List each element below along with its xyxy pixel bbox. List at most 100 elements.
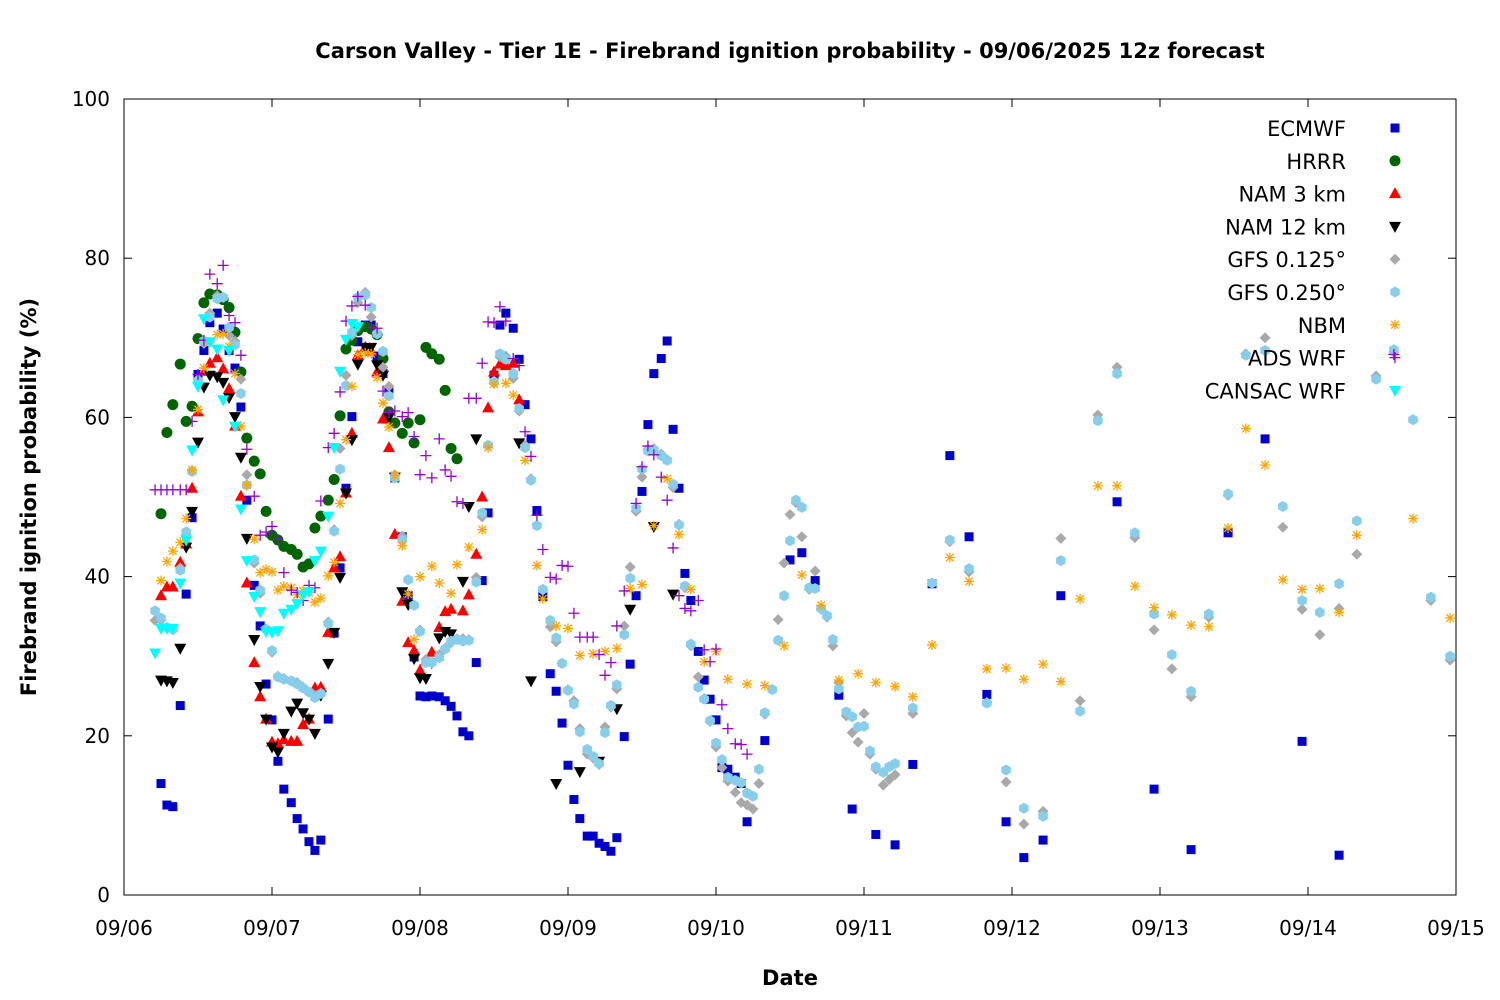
legend-label: GFS 0.125° <box>1227 248 1346 272</box>
data-point <box>575 726 585 738</box>
data-point <box>1129 581 1140 592</box>
data-point <box>463 542 474 553</box>
data-point <box>772 614 784 626</box>
data-point <box>545 669 555 679</box>
data-point <box>439 384 451 396</box>
x-tick-label: 09/10 <box>687 916 745 940</box>
data-point <box>434 577 445 588</box>
data-point <box>365 342 378 354</box>
data-point <box>236 388 246 400</box>
data-point <box>791 494 801 506</box>
data-point <box>501 353 511 365</box>
data-point <box>229 421 241 433</box>
data-point <box>211 344 224 356</box>
data-point <box>285 706 298 718</box>
data-point <box>981 663 992 674</box>
data-point <box>223 346 236 358</box>
data-point <box>1038 835 1048 845</box>
data-point <box>1314 583 1325 594</box>
data-point <box>1074 695 1086 707</box>
data-point <box>322 494 334 506</box>
data-point <box>544 571 556 583</box>
data-point <box>267 566 277 577</box>
data-point <box>291 599 304 611</box>
data-point <box>525 676 537 688</box>
data-point <box>199 346 209 356</box>
data-point <box>1260 460 1271 471</box>
data-point <box>1018 818 1030 830</box>
data-point <box>636 471 648 483</box>
data-point <box>297 590 310 602</box>
y-tick-label: 0 <box>97 883 110 907</box>
data-point <box>674 529 684 540</box>
data-point <box>365 311 377 323</box>
data-point <box>711 715 721 725</box>
data-point <box>181 513 192 524</box>
data-point <box>470 547 483 559</box>
data-point <box>767 684 777 696</box>
data-point <box>853 668 864 679</box>
data-point <box>1352 515 1362 527</box>
data-point <box>599 669 611 681</box>
legend-marker <box>1390 123 1400 133</box>
data-point <box>779 590 789 602</box>
data-point <box>871 761 881 773</box>
data-point <box>1260 345 1270 357</box>
data-point <box>248 592 261 603</box>
data-point <box>662 473 673 484</box>
legend-marker <box>1389 253 1401 265</box>
data-point <box>716 699 728 711</box>
data-point <box>1351 548 1363 560</box>
data-point <box>254 681 267 693</box>
data-point <box>360 289 370 301</box>
data-point <box>519 426 531 438</box>
legend-marker <box>1389 187 1401 199</box>
data-point <box>507 352 519 364</box>
data-point <box>1371 373 1381 385</box>
x-axis-label: Date <box>762 966 818 990</box>
data-point <box>415 691 425 701</box>
data-point <box>871 830 881 840</box>
data-point <box>254 529 266 541</box>
data-point <box>1314 629 1326 641</box>
data-point <box>446 701 456 711</box>
data-point <box>192 437 204 449</box>
data-point <box>1075 705 1085 717</box>
data-point <box>291 548 303 560</box>
data-point <box>205 318 215 328</box>
data-point <box>477 524 488 535</box>
data-point <box>477 507 487 519</box>
data-point <box>186 415 198 427</box>
legend-label: ADS WRF <box>1248 347 1346 371</box>
data-point <box>229 412 241 424</box>
data-point <box>378 345 388 357</box>
data-point <box>341 434 351 445</box>
data-point <box>908 759 918 769</box>
data-point <box>415 571 425 582</box>
data-point <box>557 718 567 728</box>
data-point <box>471 576 481 588</box>
data-point <box>982 697 992 709</box>
data-point <box>679 602 691 614</box>
data-point <box>612 833 622 843</box>
data-point <box>927 640 938 651</box>
data-point <box>716 762 728 774</box>
data-point <box>340 488 352 500</box>
data-point <box>452 559 462 570</box>
x-tick-label: 09/11 <box>835 916 893 940</box>
data-point <box>631 591 641 601</box>
data-point <box>235 349 247 361</box>
data-point <box>397 540 408 551</box>
data-point <box>514 354 524 364</box>
data-point <box>508 368 518 380</box>
data-point <box>236 402 246 412</box>
data-point <box>833 675 844 686</box>
data-point <box>1019 802 1029 814</box>
data-point <box>433 353 445 365</box>
x-tick-label: 09/13 <box>1131 916 1189 940</box>
data-point <box>234 504 247 516</box>
data-point <box>500 378 511 389</box>
data-point <box>149 648 162 660</box>
data-point <box>255 567 266 578</box>
